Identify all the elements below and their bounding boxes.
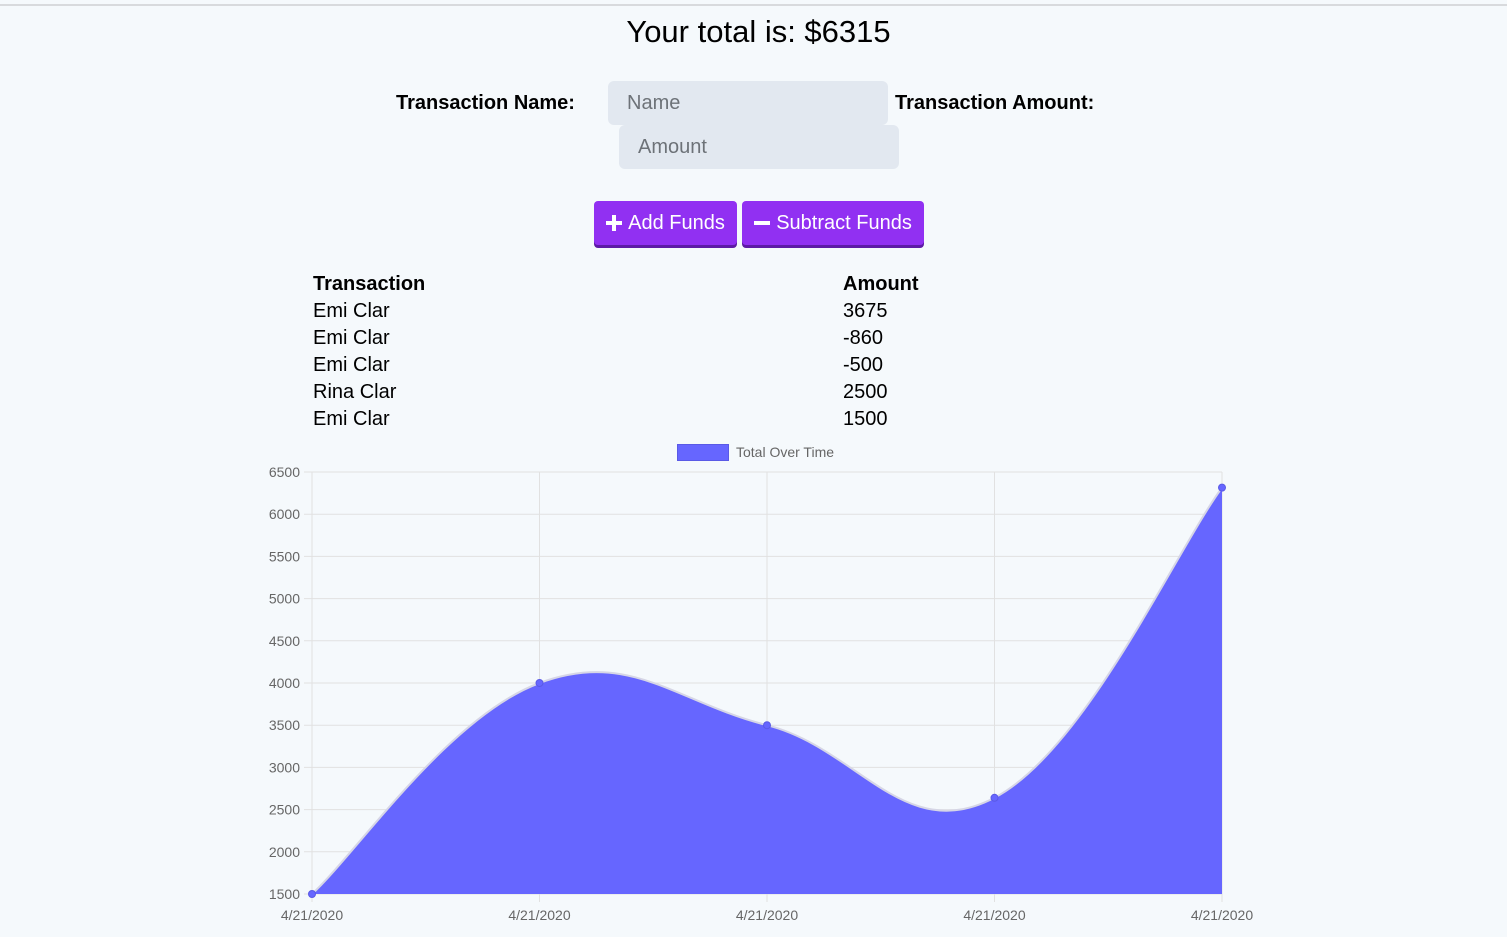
y-tick-label: 5500 (269, 548, 300, 564)
transactions-table: Transaction Amount Emi Clar 3675 Emi Cla… (313, 271, 933, 433)
subtract-funds-button[interactable]: Subtract Funds (742, 201, 924, 245)
chart-legend[interactable]: Total Over Time (677, 443, 834, 461)
y-tick-label: 1500 (269, 886, 300, 902)
x-tick-label: 4/21/2020 (281, 907, 343, 923)
y-tick-label: 6500 (269, 464, 300, 480)
table-row: Emi Clar -860 (313, 325, 933, 352)
data-point (1218, 483, 1226, 492)
y-tick-label: 3000 (269, 759, 300, 775)
column-header-amount: Amount (843, 273, 919, 295)
transaction-amount-label: Transaction Amount: (895, 92, 1095, 114)
table-header-row: Transaction Amount (313, 271, 933, 298)
transaction-amount-cell: 3675 (843, 300, 888, 322)
table-row: Rina Clar 2500 (313, 379, 933, 406)
total-heading: Your total is: $6315 (626, 14, 891, 49)
y-tick-label: 2000 (269, 844, 300, 860)
transaction-amount-cell: -500 (843, 354, 884, 376)
transaction-name-cell: Emi Clar (313, 300, 390, 322)
transaction-name-input[interactable] (608, 81, 888, 125)
y-tick-label: 2500 (269, 802, 300, 818)
x-tick-label: 4/21/2020 (508, 907, 570, 923)
y-tick-label: 4000 (269, 675, 300, 691)
table-row: Emi Clar 3675 (313, 298, 933, 325)
series-area (312, 487, 1222, 894)
y-tick-label: 6000 (269, 506, 300, 522)
x-tick-label: 4/21/2020 (963, 907, 1025, 923)
data-point (763, 721, 771, 730)
y-tick-label: 5000 (269, 591, 300, 607)
data-point (308, 890, 316, 898)
transaction-amount-cell: 1500 (843, 408, 888, 430)
subtract-funds-label: Subtract Funds (776, 211, 912, 234)
transaction-name-cell: Rina Clar (313, 381, 397, 403)
data-point (535, 679, 544, 687)
add-funds-label: Add Funds (628, 211, 725, 234)
x-tick-label: 4/21/2020 (1191, 907, 1253, 923)
top-border (0, 4, 1507, 6)
transaction-amount-cell: 2500 (843, 381, 888, 403)
transaction-name-cell: Emi Clar (313, 327, 390, 349)
legend-label: Total Over Time (736, 444, 835, 460)
transaction-name-cell: Emi Clar (313, 354, 390, 376)
plus-icon (606, 215, 623, 231)
y-tick-label: 3500 (269, 717, 300, 733)
data-point (990, 793, 999, 802)
minus-icon (754, 215, 771, 231)
x-tick-label: 4/21/2020 (736, 907, 798, 923)
y-tick-label: 4500 (269, 633, 300, 649)
transaction-name-label: Transaction Name: (396, 92, 575, 114)
transaction-name-cell: Emi Clar (313, 408, 390, 430)
table-row: Emi Clar 1500 (313, 406, 933, 433)
add-funds-button[interactable]: Add Funds (594, 201, 737, 245)
column-header-transaction: Transaction (313, 273, 426, 295)
transaction-amount-cell: -860 (843, 327, 884, 349)
legend-swatch (677, 443, 729, 461)
series-line (311, 487, 1223, 895)
transaction-amount-input[interactable] (619, 125, 899, 169)
table-row: Emi Clar -500 (313, 352, 933, 379)
